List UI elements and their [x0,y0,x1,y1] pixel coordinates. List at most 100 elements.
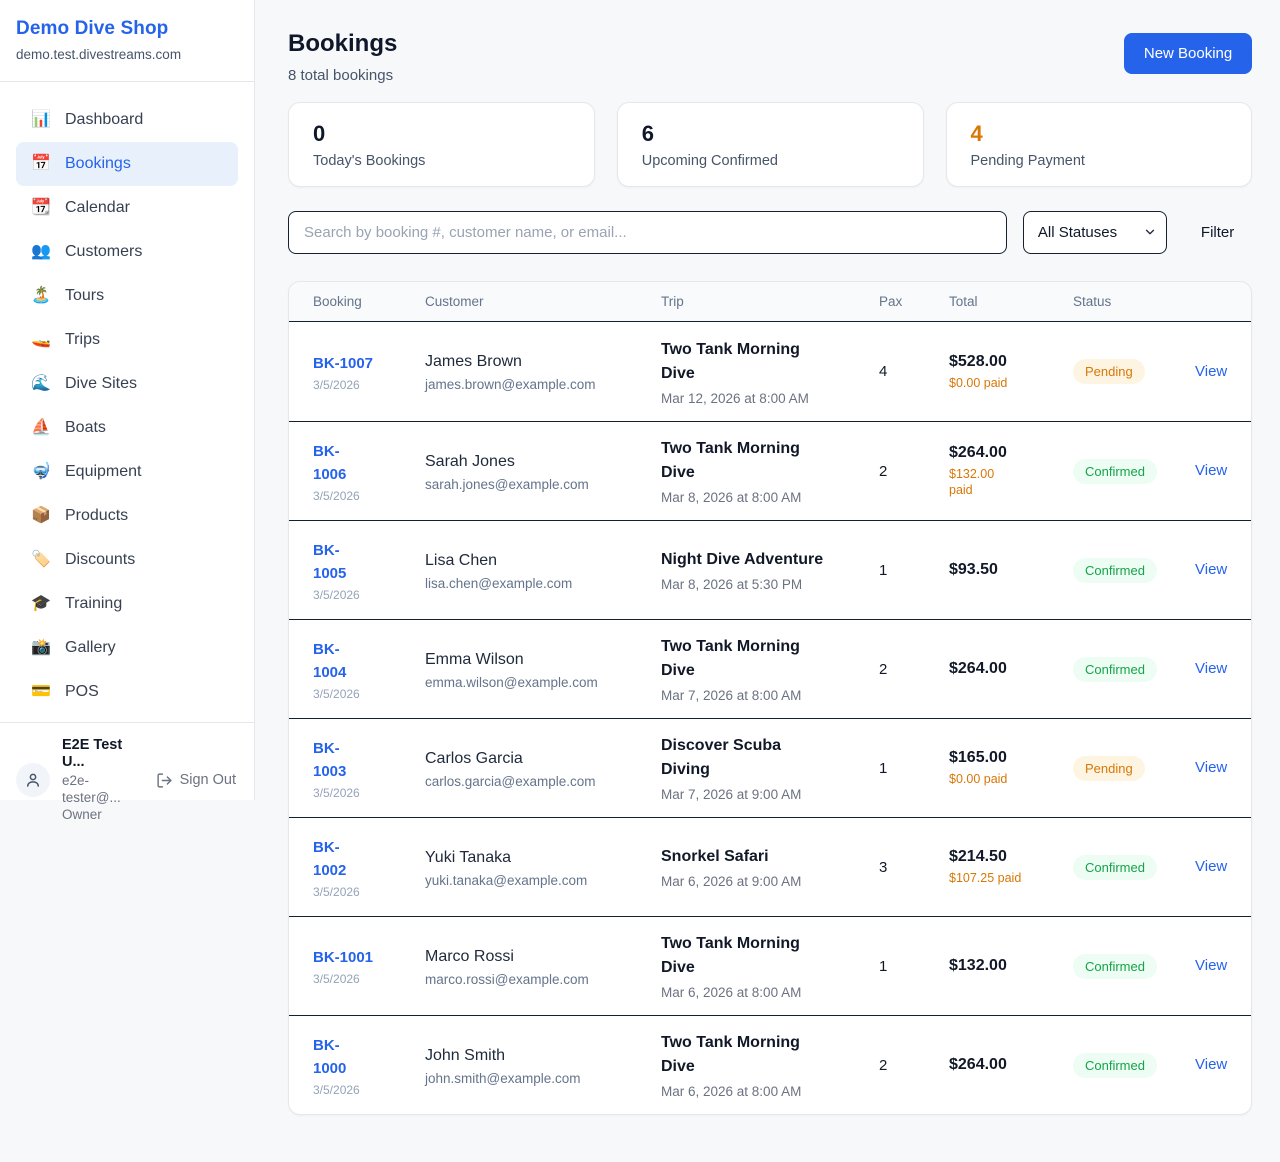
booking-id-link[interactable]: BK- 1002 [313,838,347,879]
actions-cell: View [1195,561,1227,579]
discounts-icon: 🏷️ [31,551,51,568]
tours-icon: 🏝️ [31,287,51,304]
status-cell: Confirmed [1073,557,1195,583]
pax-value: 2 [879,660,888,678]
user-icon [27,773,39,787]
view-link[interactable]: View [1195,462,1228,479]
trip-cell: Night Dive Adventure Mar 8, 2026 at 5:30… [661,548,879,592]
trip-cell: Two Tank Morning Dive Mar 6, 2026 at 8:0… [661,932,879,1000]
booking-cell: BK- 1006 3/5/2026 [313,440,425,503]
shop-title: Demo Dive Shop [16,18,169,39]
new-booking-button[interactable]: New Booking [1123,33,1253,74]
customer-email: john.smith@example.com [425,1070,581,1086]
status-badge: Confirmed [1073,953,1157,979]
column-header-pax: Pax [879,294,903,309]
trip-name: Discover Scuba Diving [661,737,782,778]
status-badge: Confirmed [1073,1052,1157,1078]
table-row: BK- 1005 3/5/2026 Lisa Chen lisa.chen@ex… [289,520,1252,619]
booking-id-link[interactable]: BK- 1004 [313,640,347,681]
sidebar-item-boats[interactable]: ⛵ Boats [31,419,106,436]
view-link[interactable]: View [1195,660,1228,677]
status-cell: Pending [1073,755,1195,781]
stat-value: 0 [313,121,326,146]
trip-cell: Two Tank Morning Dive Mar 8, 2026 at 8:0… [661,437,879,505]
dashboard-icon: 📊 [31,111,51,128]
stat-label: Pending Payment [970,153,1085,169]
total-amount: $93.50 [949,561,998,578]
column-header-customer: Customer [425,294,484,309]
actions-cell: View [1195,462,1227,480]
booking-id-link[interactable]: BK- 1003 [313,739,347,780]
actions-cell: View [1195,957,1227,975]
sidebar-item-training[interactable]: 🎓 Training [31,595,123,612]
booking-id-link[interactable]: BK-1007 [313,354,374,372]
status-cell: Confirmed [1073,656,1195,682]
trip-datetime: Mar 7, 2026 at 9:00 AM [661,787,802,802]
sidebar-item-tours[interactable]: 🏝️ Tours [31,287,105,304]
sidebar-item-pos[interactable]: 💳 POS [31,683,99,700]
table-row: BK- 1006 3/5/2026 Sarah Jones sarah.jone… [289,421,1252,520]
column-header-trip: Trip [661,294,684,309]
sign-out-label: Sign Out [179,772,236,788]
customer-name: Yuki Tanaka [425,848,511,866]
view-link[interactable]: View [1195,362,1228,380]
page-header: Bookings 8 total bookings New Booking [288,30,1253,84]
total-cell: $214.50 $107.25 paid [949,848,1073,886]
sidebar-item-customers[interactable]: 👥 Customers [31,243,143,260]
actions-cell: View [1195,759,1227,777]
view-link[interactable]: View [1195,1056,1228,1073]
trip-name: Two Tank Morning Dive [661,340,800,382]
view-link[interactable]: View [1195,561,1228,578]
booking-id-link[interactable]: BK- 1000 [313,1036,347,1077]
booking-date: 3/5/2026 [313,686,360,701]
booking-date: 3/5/2026 [313,785,360,800]
sign-out-button[interactable]: Sign Out [156,772,236,789]
sidebar-item-dashboard[interactable]: 📊 Dashboard [31,111,144,128]
filter-button[interactable]: Filter [1183,224,1252,241]
booking-cell: BK- 1004 3/5/2026 [313,638,425,701]
booking-cell: BK-1001 3/5/2026 [313,946,425,986]
gallery-icon: 📸 [31,639,51,656]
stat-label: Today's Bookings [313,153,426,169]
view-link[interactable]: View [1195,759,1228,776]
status-select[interactable]: All Statuses [1022,211,1167,254]
booking-date: 3/5/2026 [313,1082,360,1097]
view-link[interactable]: View [1195,957,1228,974]
total-amount: $264.00 [949,444,1007,461]
view-link[interactable]: View [1195,858,1228,875]
booking-id-link[interactable]: BK- 1006 [313,442,347,483]
total-cell: $132.00 [949,957,1073,975]
sidebar-item-gallery[interactable]: 📸 Gallery [31,639,116,656]
customer-name: Lisa Chen [425,551,498,569]
trip-datetime: Mar 6, 2026 at 8:00 AM [661,985,802,1000]
sidebar-item-dive-sites[interactable]: 🌊 Dive Sites [31,375,138,392]
sidebar-item-products[interactable]: 📦 Products [31,507,129,524]
pax-value: 2 [879,1056,888,1074]
training-icon: 🎓 [31,595,51,612]
status-cell: Confirmed [1073,458,1195,484]
booking-id-link[interactable]: BK- 1005 [313,541,347,582]
trip-cell: Two Tank Morning Dive Mar 12, 2026 at 8:… [661,338,879,406]
status-badge: Confirmed [1073,458,1157,484]
sidebar-item-discounts[interactable]: 🏷️ Discounts [31,551,136,568]
sidebar-item-calendar[interactable]: 📆 Calendar [31,199,130,216]
user-email: e2e-tester@... [62,773,121,805]
sidebar-item-trips[interactable]: 🚤 Trips [31,331,100,348]
pax-value: 3 [879,858,888,876]
booking-id-link[interactable]: BK-1001 [313,949,374,966]
customer-email: yuki.tanaka@example.com [425,872,588,888]
user-section: E2E Test U... e2e-tester@... Owner Sign … [0,722,254,839]
paid-amount: $0.00 paid [949,772,1008,786]
equipment-icon: 🤿 [31,463,51,480]
trip-cell: Snorkel Safari Mar 6, 2026 at 9:00 AM [661,845,879,889]
stats-row: 0 Today's Bookings 6 Upcoming Confirmed … [288,102,1253,187]
status-badge: Confirmed [1073,557,1157,583]
search-input[interactable] [288,211,1007,254]
status-badge: Confirmed [1073,656,1157,682]
sidebar-item-bookings[interactable]: 📅 Bookings [16,142,238,186]
paid-amount: $132.00 paid [949,467,995,497]
sidebar-item-equipment[interactable]: 🤿 Equipment [31,463,142,480]
actions-cell: View [1195,858,1227,876]
customer-email: james.brown@example.com [425,377,596,392]
pax-value: 1 [879,759,888,777]
